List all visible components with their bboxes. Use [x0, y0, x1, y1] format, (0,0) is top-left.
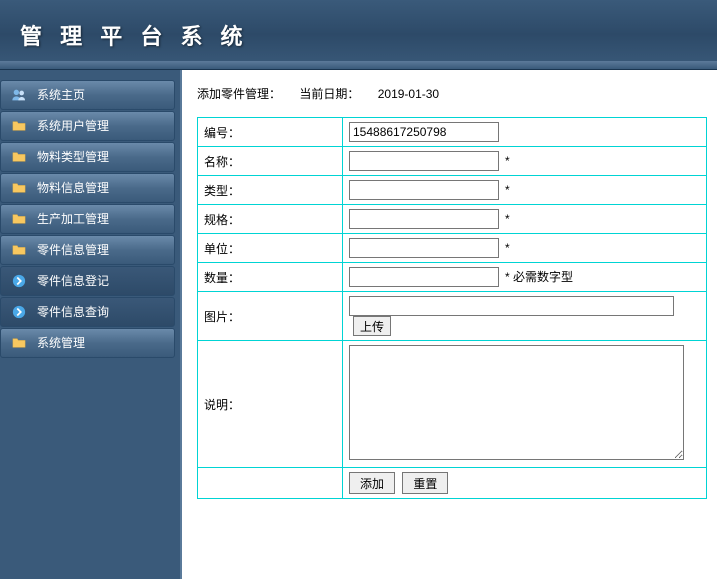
input-spec[interactable]	[349, 209, 499, 229]
sidebar: 系统主页 系统用户管理 物料类型管理 物料信息管理 生产加工管理 零件信息管理 …	[0, 70, 180, 579]
sidebar-item-label: 物料信息管理	[37, 173, 109, 203]
form-table: 编号： 名称： * 类型： * 规格： * 单位： * 数量： * 必需数字型	[197, 117, 707, 499]
form-row-qty: 数量： * 必需数字型	[198, 263, 707, 292]
qty-hint: 必需数字型	[513, 270, 573, 284]
form-row-name: 名称： *	[198, 147, 707, 176]
input-unit[interactable]	[349, 238, 499, 258]
label-name: 名称：	[198, 147, 343, 176]
upload-button[interactable]: 上传	[353, 316, 391, 336]
label-empty	[198, 468, 343, 499]
form-row-buttons: 添加 重置	[198, 468, 707, 499]
sidebar-item-home[interactable]: 系统主页	[0, 80, 175, 110]
label-image: 图片：	[198, 292, 343, 341]
sidebar-item-users[interactable]: 系统用户管理	[0, 111, 175, 141]
sidebar-item-parts-register[interactable]: 零件信息登记	[0, 266, 175, 296]
date-value: 2019-01-30	[378, 87, 439, 101]
form-row-type: 类型： *	[198, 176, 707, 205]
input-id[interactable]	[349, 122, 499, 142]
folder-icon	[11, 118, 27, 134]
sidebar-item-label: 零件信息管理	[37, 235, 109, 265]
textarea-desc[interactable]	[349, 345, 684, 460]
label-desc: 说明：	[198, 341, 343, 468]
app-header: 管 理 平 台 系 统	[0, 0, 717, 70]
label-type: 类型：	[198, 176, 343, 205]
label-qty: 数量：	[198, 263, 343, 292]
form-row-desc: 说明：	[198, 341, 707, 468]
app-title: 管 理 平 台 系 统	[20, 19, 249, 51]
page-header: 添加零件管理： 当前日期： 2019-01-30	[197, 85, 707, 102]
arrow-right-icon	[11, 304, 27, 320]
folder-icon	[11, 180, 27, 196]
input-name[interactable]	[349, 151, 499, 171]
form-row-id: 编号：	[198, 118, 707, 147]
submit-button[interactable]: 添加	[349, 472, 395, 494]
folder-icon	[11, 211, 27, 227]
req-mark: *	[505, 154, 510, 168]
label-unit: 单位：	[198, 234, 343, 263]
sidebar-item-label: 生产加工管理	[37, 204, 109, 234]
form-row-unit: 单位： *	[198, 234, 707, 263]
form-row-spec: 规格： *	[198, 205, 707, 234]
main-content: 添加零件管理： 当前日期： 2019-01-30 编号： 名称： * 类型： *…	[180, 70, 717, 579]
sidebar-item-label: 系统主页	[37, 80, 85, 110]
sidebar-item-label: 系统管理	[37, 328, 85, 358]
label-id: 编号：	[198, 118, 343, 147]
sidebar-item-system[interactable]: 系统管理	[0, 328, 175, 358]
req-mark: *	[505, 270, 510, 284]
arrow-right-icon	[11, 273, 27, 289]
input-qty[interactable]	[349, 267, 499, 287]
label-spec: 规格：	[198, 205, 343, 234]
folder-icon	[11, 242, 27, 258]
sidebar-item-label: 零件信息查询	[37, 297, 109, 327]
sidebar-item-parts-query[interactable]: 零件信息查询	[0, 297, 175, 327]
input-image[interactable]	[349, 296, 674, 316]
sidebar-item-label: 物料类型管理	[37, 142, 109, 172]
user-icon	[11, 87, 27, 103]
req-mark: *	[505, 212, 510, 226]
form-row-image: 图片： 上传	[198, 292, 707, 341]
page-title: 添加零件管理：	[197, 87, 281, 101]
req-mark: *	[505, 241, 510, 255]
sidebar-item-material-info[interactable]: 物料信息管理	[0, 173, 175, 203]
sidebar-item-label: 零件信息登记	[37, 266, 109, 296]
input-type[interactable]	[349, 180, 499, 200]
sidebar-item-label: 系统用户管理	[37, 111, 109, 141]
date-label: 当前日期：	[299, 87, 359, 101]
sidebar-item-production[interactable]: 生产加工管理	[0, 204, 175, 234]
main-container: 系统主页 系统用户管理 物料类型管理 物料信息管理 生产加工管理 零件信息管理 …	[0, 70, 717, 579]
sidebar-item-parts[interactable]: 零件信息管理	[0, 235, 175, 265]
folder-icon	[11, 149, 27, 165]
sidebar-item-material-type[interactable]: 物料类型管理	[0, 142, 175, 172]
req-mark: *	[505, 183, 510, 197]
reset-button[interactable]: 重置	[402, 472, 448, 494]
folder-icon	[11, 335, 27, 351]
